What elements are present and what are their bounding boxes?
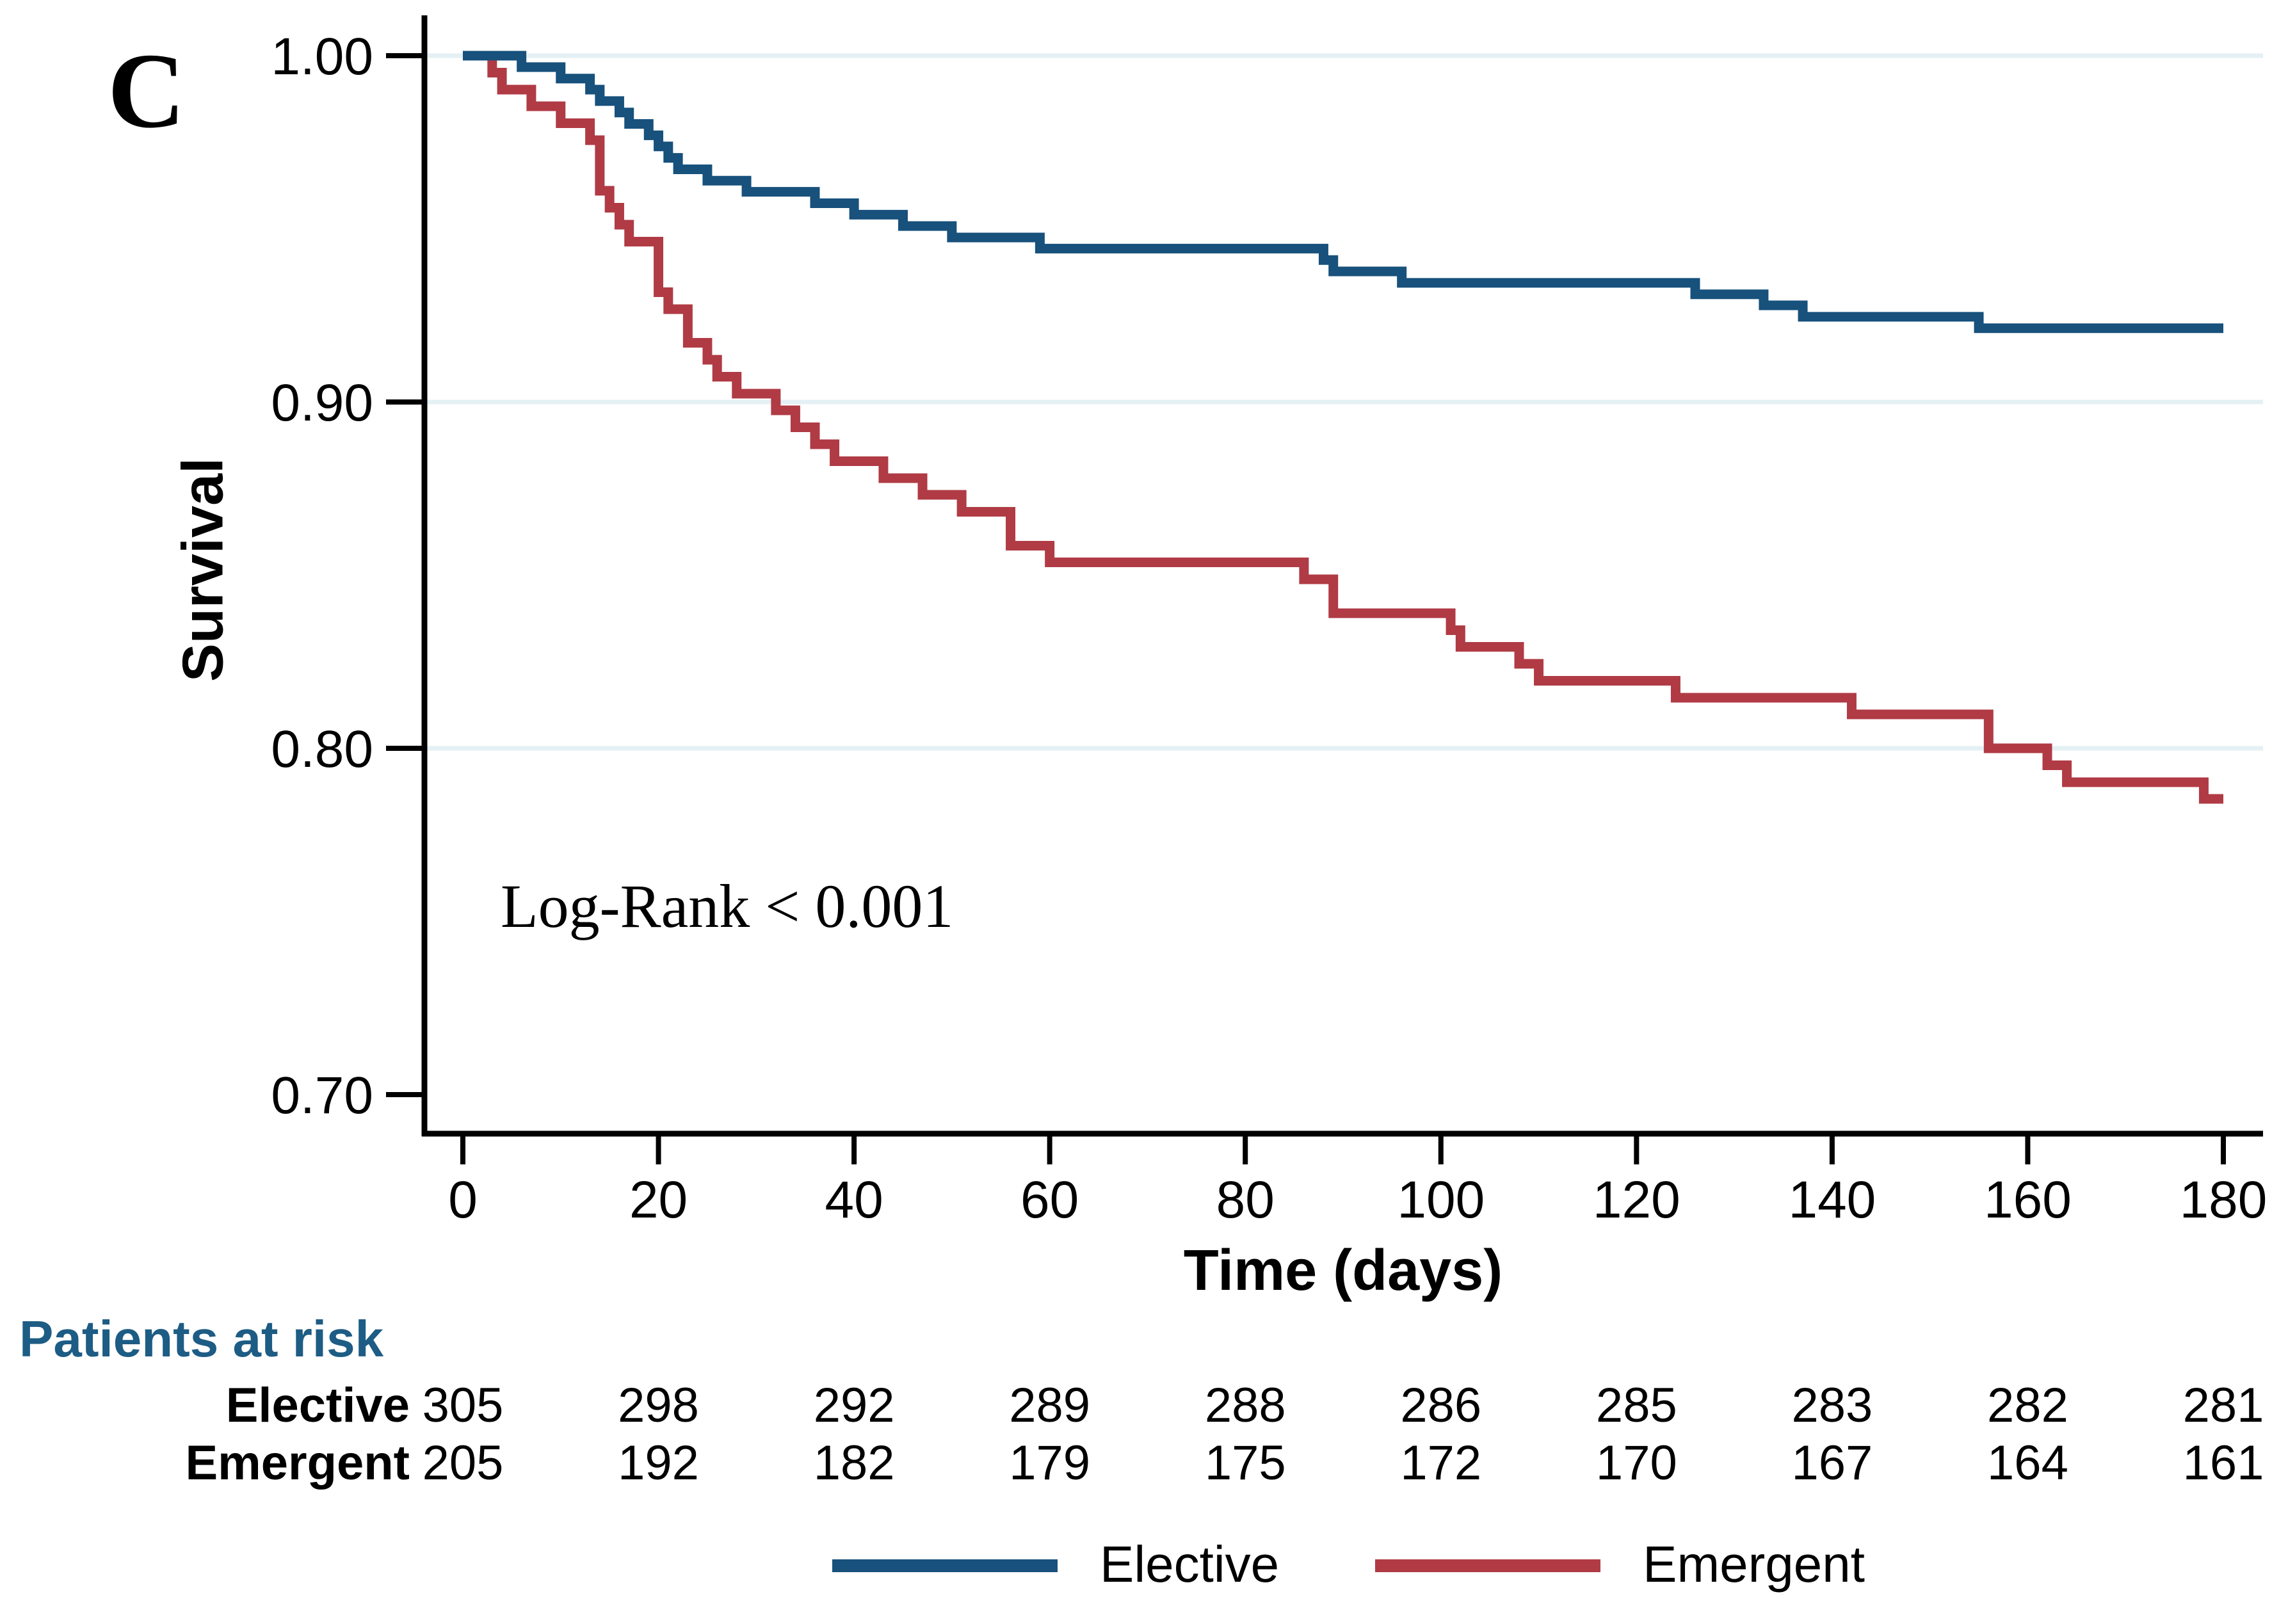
risk-row-label-emergent: Emergent [185,1436,410,1490]
emergent-line-icon [1375,1559,1601,1572]
risk-count-elective: 305 [422,1378,504,1433]
y-tick-label: 1.00 [271,28,373,86]
risk-count-elective: 285 [1595,1378,1677,1433]
x-tick-label: 140 [1788,1171,1876,1229]
x-axis-title: Time (days) [1183,1239,1503,1303]
risk-count-elective: 286 [1400,1378,1482,1433]
risk-row-label-elective: Elective [225,1378,410,1433]
x-tick-label: 80 [1216,1171,1275,1229]
risk-count-emergent: 205 [422,1436,504,1490]
risk-count-emergent: 182 [813,1436,895,1490]
risk-count-emergent: 167 [1791,1436,1873,1490]
risk-count-emergent: 175 [1204,1436,1286,1490]
risk-table-title: Patients at risk [19,1310,384,1367]
legend-label-elective: Elective [1100,1536,1280,1593]
risk-count-elective: 283 [1791,1378,1873,1433]
legend-entry-emergent: Emergent [1375,1535,1865,1594]
x-tick-label: 60 [1020,1171,1079,1229]
legend-label-emergent: Emergent [1643,1536,1865,1593]
x-tick-label: 160 [1984,1171,2072,1229]
risk-count-elective: 298 [618,1378,699,1433]
x-tick-label: 120 [1593,1171,1680,1229]
x-tick-label: 20 [629,1171,688,1229]
survival-curve-elective [463,51,2223,334]
survival-curve-emergent [463,51,2223,804]
risk-count-emergent: 164 [1987,1436,2068,1490]
log-rank-annotation: Log-Rank < 0.001 [501,872,954,940]
legend-entry-elective: Elective [832,1535,1279,1594]
x-tick-label: 40 [825,1171,883,1229]
risk-count-elective: 288 [1204,1378,1286,1433]
risk-count-emergent: 179 [1009,1436,1091,1490]
risk-count-emergent: 170 [1595,1436,1677,1490]
y-tick-label: 0.80 [271,720,373,778]
risk-count-elective: 292 [813,1378,895,1433]
elective-line-icon [832,1559,1058,1572]
risk-count-emergent: 161 [2182,1436,2264,1490]
risk-count-elective: 282 [1987,1378,2068,1433]
x-tick-label: 180 [2180,1171,2268,1229]
risk-count-emergent: 172 [1400,1436,1482,1490]
y-tick-label: 0.70 [271,1066,373,1125]
x-tick-label: 100 [1397,1171,1485,1229]
legend: Elective Emergent [832,1535,1865,1594]
risk-count-elective: 281 [2182,1378,2264,1433]
panel-label: C [108,31,186,150]
risk-count-emergent: 192 [618,1436,699,1490]
y-tick-label: 0.90 [271,374,373,432]
x-tick-label: 0 [448,1171,478,1229]
risk-count-elective: 289 [1009,1378,1091,1433]
